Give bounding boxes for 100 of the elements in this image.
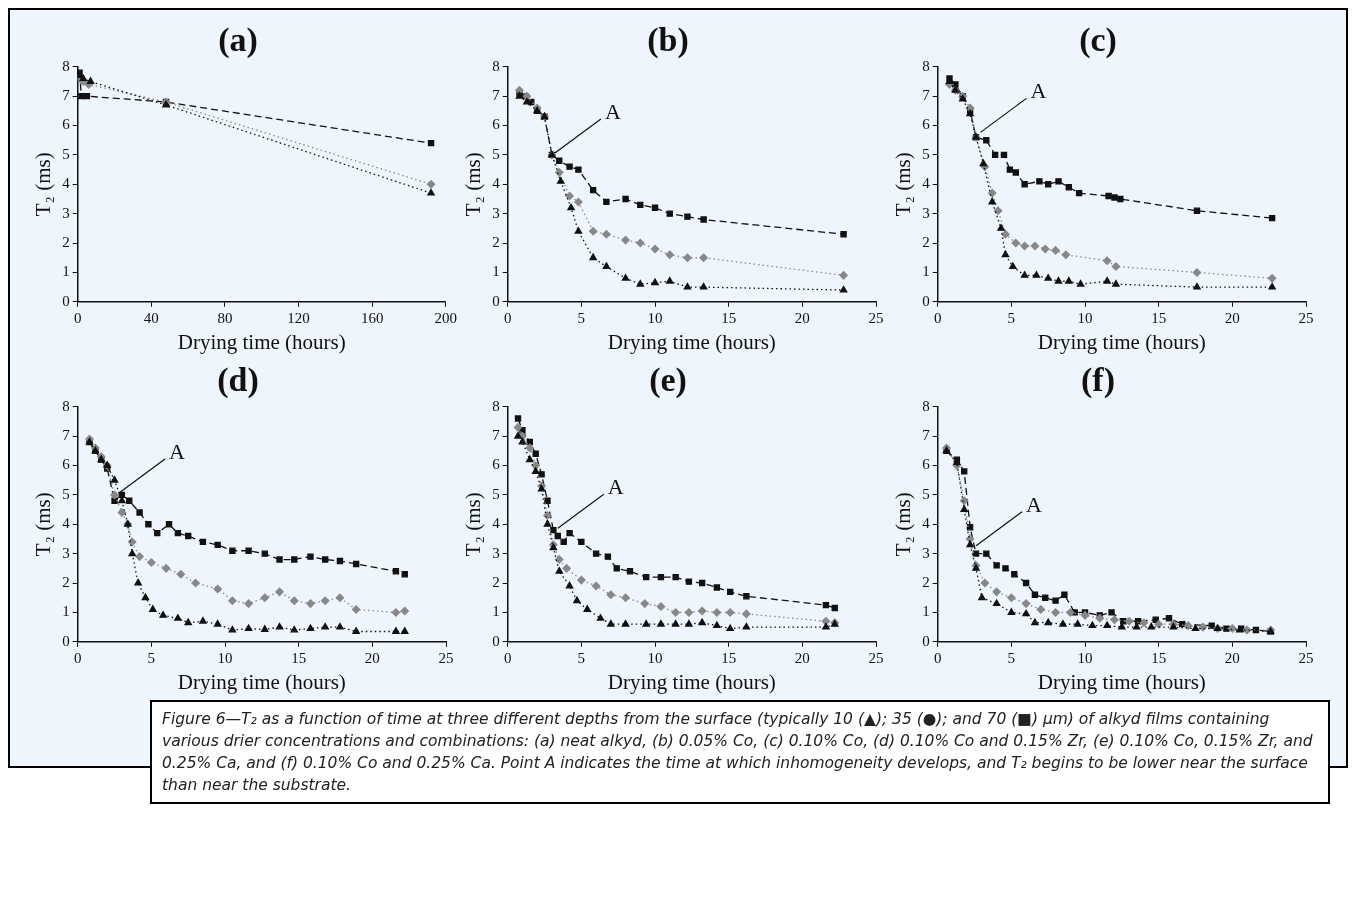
annotation: A <box>604 98 621 124</box>
y-tick-label: 4 <box>492 515 501 532</box>
y-tick-label: 0 <box>62 292 70 309</box>
annotation: A <box>1026 491 1043 517</box>
y-tick-label: 8 <box>922 397 930 414</box>
y-tick-label: 6 <box>922 116 931 133</box>
y-tick-label: 1 <box>62 603 70 620</box>
y-tick-label: 3 <box>492 204 500 221</box>
x-tick-label: 20 <box>364 649 380 666</box>
x-tick-label: 10 <box>217 649 233 666</box>
y-tick-label: 6 <box>62 116 71 133</box>
y-tick-label: 1 <box>922 263 930 280</box>
x-tick-label: 25 <box>868 309 884 326</box>
y-tick-label: 4 <box>922 175 931 192</box>
y-tick-label: 1 <box>62 263 70 280</box>
y-tick-label: 1 <box>492 263 500 280</box>
x-tick-label: 20 <box>1224 649 1240 666</box>
x-tick-label: 10 <box>1077 649 1093 666</box>
chart-title: (d) <box>217 361 259 400</box>
annotation: A <box>607 473 624 499</box>
y-tick-label: 8 <box>492 57 500 74</box>
y-tick-label: 0 <box>62 632 70 649</box>
y-tick-label: 2 <box>492 233 500 250</box>
chart-title: (f) <box>1081 361 1115 400</box>
y-tick-label: 2 <box>922 233 930 250</box>
y-tick-label: 6 <box>492 456 501 473</box>
x-tick-label: 10 <box>647 649 663 666</box>
y-tick-label: 5 <box>62 145 70 162</box>
y-tick-label: 4 <box>922 515 931 532</box>
x-tick-label: 15 <box>291 649 307 666</box>
y-tick-label: 3 <box>62 544 70 561</box>
y-tick-label: 6 <box>922 456 931 473</box>
y-tick-label: 2 <box>62 573 70 590</box>
y-tick-label: 7 <box>492 87 501 104</box>
annotation: A <box>169 438 185 464</box>
x-tick-label: 40 <box>143 309 159 326</box>
x-tick-label: 25 <box>1298 309 1314 326</box>
y-tick-label: 5 <box>922 485 930 502</box>
x-tick-label: 20 <box>794 649 810 666</box>
y-axis-title: T₂ (ms) <box>891 152 916 217</box>
x-tick-label: 25 <box>438 649 454 666</box>
x-tick-label: 15 <box>721 309 737 326</box>
y-tick-label: 1 <box>922 603 930 620</box>
y-tick-label: 1 <box>492 603 500 620</box>
y-tick-label: 8 <box>492 397 500 414</box>
x-tick-label: 0 <box>73 649 82 666</box>
annotation: A <box>1030 78 1047 104</box>
x-tick-label: 25 <box>1298 649 1314 666</box>
y-tick-label: 6 <box>492 116 501 133</box>
y-tick-label: 3 <box>62 204 70 221</box>
x-tick-label: 0 <box>503 649 512 666</box>
x-tick-label: 25 <box>868 649 884 666</box>
x-axis-title: Drying time (hours) <box>177 329 346 354</box>
y-tick-label: 2 <box>922 573 930 590</box>
chart-title: (b) <box>647 21 689 60</box>
y-tick-label: 8 <box>922 57 930 74</box>
y-tick-label: 5 <box>922 145 930 162</box>
y-tick-label: 7 <box>62 427 71 444</box>
x-tick-label: 5 <box>577 309 586 326</box>
x-axis-title: Drying time (hours) <box>607 329 776 354</box>
y-tick-label: 4 <box>62 515 71 532</box>
y-tick-label: 2 <box>492 573 500 590</box>
y-axis-title: T₂ (ms) <box>31 152 56 217</box>
x-axis-title: Drying time (hours) <box>1037 669 1206 694</box>
y-tick-label: 0 <box>922 292 930 309</box>
chart-title: (a) <box>218 21 258 60</box>
x-tick-label: 10 <box>647 309 663 326</box>
x-tick-label: 0 <box>503 309 512 326</box>
x-tick-label: 200 <box>434 309 457 326</box>
x-tick-label: 5 <box>1007 309 1016 326</box>
x-tick-label: 120 <box>287 309 310 326</box>
chart-title: (e) <box>649 361 687 400</box>
y-tick-label: 6 <box>62 456 71 473</box>
y-axis-title: T₂ (ms) <box>891 492 916 557</box>
x-axis-title: Drying time (hours) <box>1037 329 1206 354</box>
y-axis-title: T₂ (ms) <box>461 492 486 557</box>
y-tick-label: 4 <box>62 175 71 192</box>
x-tick-label: 5 <box>147 649 156 666</box>
y-tick-label: 7 <box>922 427 931 444</box>
y-tick-label: 8 <box>62 57 70 74</box>
y-tick-label: 0 <box>492 632 500 649</box>
x-tick-label: 0 <box>73 309 82 326</box>
x-tick-label: 20 <box>794 309 810 326</box>
x-tick-label: 15 <box>1151 309 1167 326</box>
caption: Figure 6—T₂ as a function of time at three different depths from the surface (typically 10 (▲); 35 (●); and 70 (■) μm) of alkyd films containing various drier concentrations and combinations: (a) neat alkyd, (b) 0.05% Co, (c) 0.10% Co, (d) 0.10% Co and 0.15% Zr, (e) 0.10% Co, 0.15% Zr, and 0.25% Ca, and (f) 0.10% Co and 0.25% Ca. Point A indicates the time at which inhomogeneity develops, and T₂ begins to be lower near the surface than near the substrate. <box>150 700 1330 804</box>
y-tick-label: 5 <box>492 145 500 162</box>
y-tick-label: 7 <box>922 87 931 104</box>
x-axis-title: Drying time (hours) <box>607 669 776 694</box>
x-tick-label: 20 <box>1224 309 1240 326</box>
y-axis-title: T₂ (ms) <box>461 152 486 217</box>
x-tick-label: 15 <box>721 649 737 666</box>
x-tick-label: 15 <box>1151 649 1167 666</box>
chart-title: (c) <box>1079 21 1117 60</box>
x-axis-title: Drying time (hours) <box>177 669 346 694</box>
x-tick-label: 5 <box>1007 649 1016 666</box>
y-tick-label: 0 <box>922 632 930 649</box>
y-tick-label: 3 <box>922 204 930 221</box>
y-tick-label: 7 <box>492 427 501 444</box>
x-tick-label: 0 <box>933 309 942 326</box>
y-tick-label: 4 <box>492 175 501 192</box>
